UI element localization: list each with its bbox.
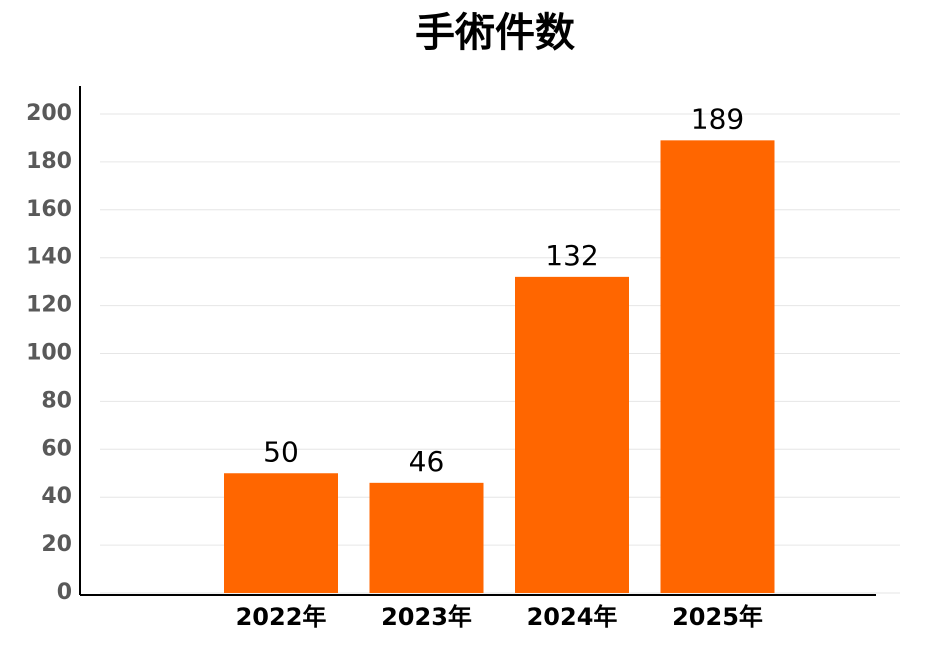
chart-title: 手術件数 [415,10,575,56]
y-tick-label: 200 [26,101,72,126]
y-tick-label: 0 [57,580,72,605]
value-label: 46 [409,445,445,478]
y-tick-label: 160 [26,197,72,222]
y-tick-label: 60 [41,436,72,461]
y-tick-label: 80 [41,388,72,413]
y-tick-label: 40 [41,484,72,509]
bar [369,482,484,593]
y-tick-label: 180 [26,149,72,174]
bar [515,276,629,593]
x-tick-label: 2025年 [672,603,763,631]
y-tick-label: 140 [26,245,72,270]
value-label: 50 [263,435,299,468]
y-tick-label: 20 [41,532,72,557]
bar [224,473,338,593]
x-tick-label: 2023年 [381,603,472,631]
x-tick-label: 2022年 [236,603,327,631]
y-tick-label: 100 [26,341,72,366]
x-tick-label: 2024年 [527,603,618,631]
y-tick-label: 120 [26,293,72,318]
value-label: 189 [691,102,744,135]
value-label: 132 [545,239,598,272]
bar [660,140,775,593]
